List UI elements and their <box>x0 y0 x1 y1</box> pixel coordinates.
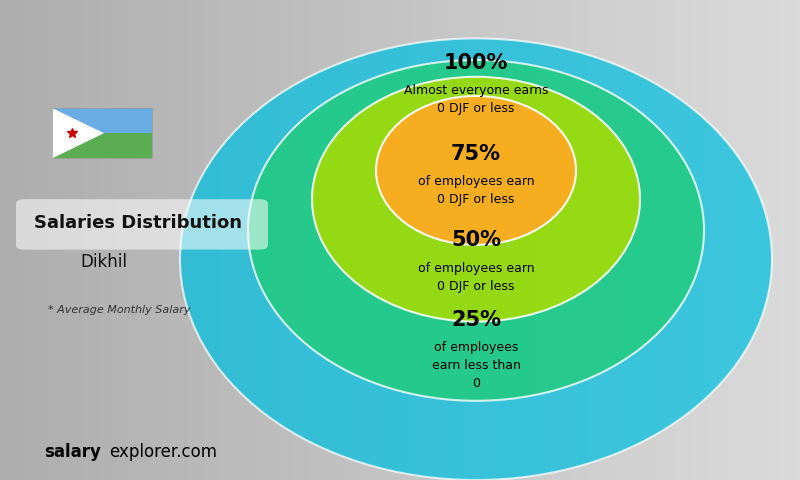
Text: salary: salary <box>44 443 101 461</box>
Text: explorer.com: explorer.com <box>109 443 217 461</box>
Text: 75%: 75% <box>451 144 501 164</box>
Text: 50%: 50% <box>451 230 501 251</box>
Text: of employees earn
0 DJF or less: of employees earn 0 DJF or less <box>418 175 534 206</box>
Ellipse shape <box>376 96 576 245</box>
Ellipse shape <box>180 38 772 480</box>
Text: of employees
earn less than
0: of employees earn less than 0 <box>431 341 521 390</box>
Text: Dikhil: Dikhil <box>81 252 127 271</box>
Polygon shape <box>52 108 104 158</box>
Text: Salaries Distribution: Salaries Distribution <box>34 214 242 232</box>
Bar <box>52 133 152 158</box>
Text: * Average Monthly Salary: * Average Monthly Salary <box>48 305 190 314</box>
Text: of employees earn
0 DJF or less: of employees earn 0 DJF or less <box>418 262 534 293</box>
Text: 25%: 25% <box>451 310 501 330</box>
Bar <box>52 108 152 158</box>
Text: 100%: 100% <box>444 53 508 73</box>
Text: Almost everyone earns
0 DJF or less: Almost everyone earns 0 DJF or less <box>404 84 548 115</box>
Bar <box>52 108 152 133</box>
FancyBboxPatch shape <box>16 199 268 250</box>
Ellipse shape <box>312 77 640 322</box>
Ellipse shape <box>248 60 704 401</box>
